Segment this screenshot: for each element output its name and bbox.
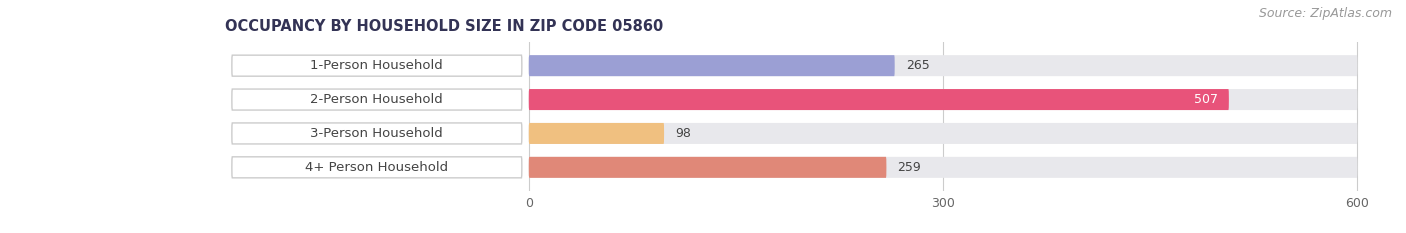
Text: OCCUPANCY BY HOUSEHOLD SIZE IN ZIP CODE 05860: OCCUPANCY BY HOUSEHOLD SIZE IN ZIP CODE … [225,19,664,34]
FancyBboxPatch shape [529,55,894,76]
Text: 1-Person Household: 1-Person Household [311,59,443,72]
FancyBboxPatch shape [529,89,1229,110]
Text: 3-Person Household: 3-Person Household [311,127,443,140]
Text: 265: 265 [905,59,929,72]
FancyBboxPatch shape [529,157,1357,178]
FancyBboxPatch shape [232,55,522,76]
Text: 4+ Person Household: 4+ Person Household [305,161,449,174]
FancyBboxPatch shape [529,157,886,178]
FancyBboxPatch shape [529,123,664,144]
FancyBboxPatch shape [232,157,522,178]
FancyBboxPatch shape [232,123,522,144]
Text: 507: 507 [1194,93,1218,106]
FancyBboxPatch shape [529,123,1357,144]
FancyBboxPatch shape [529,55,1357,76]
Text: Source: ZipAtlas.com: Source: ZipAtlas.com [1258,7,1392,20]
Text: 2-Person Household: 2-Person Household [311,93,443,106]
Text: 259: 259 [897,161,921,174]
FancyBboxPatch shape [232,89,522,110]
FancyBboxPatch shape [529,89,1357,110]
Text: 98: 98 [675,127,690,140]
